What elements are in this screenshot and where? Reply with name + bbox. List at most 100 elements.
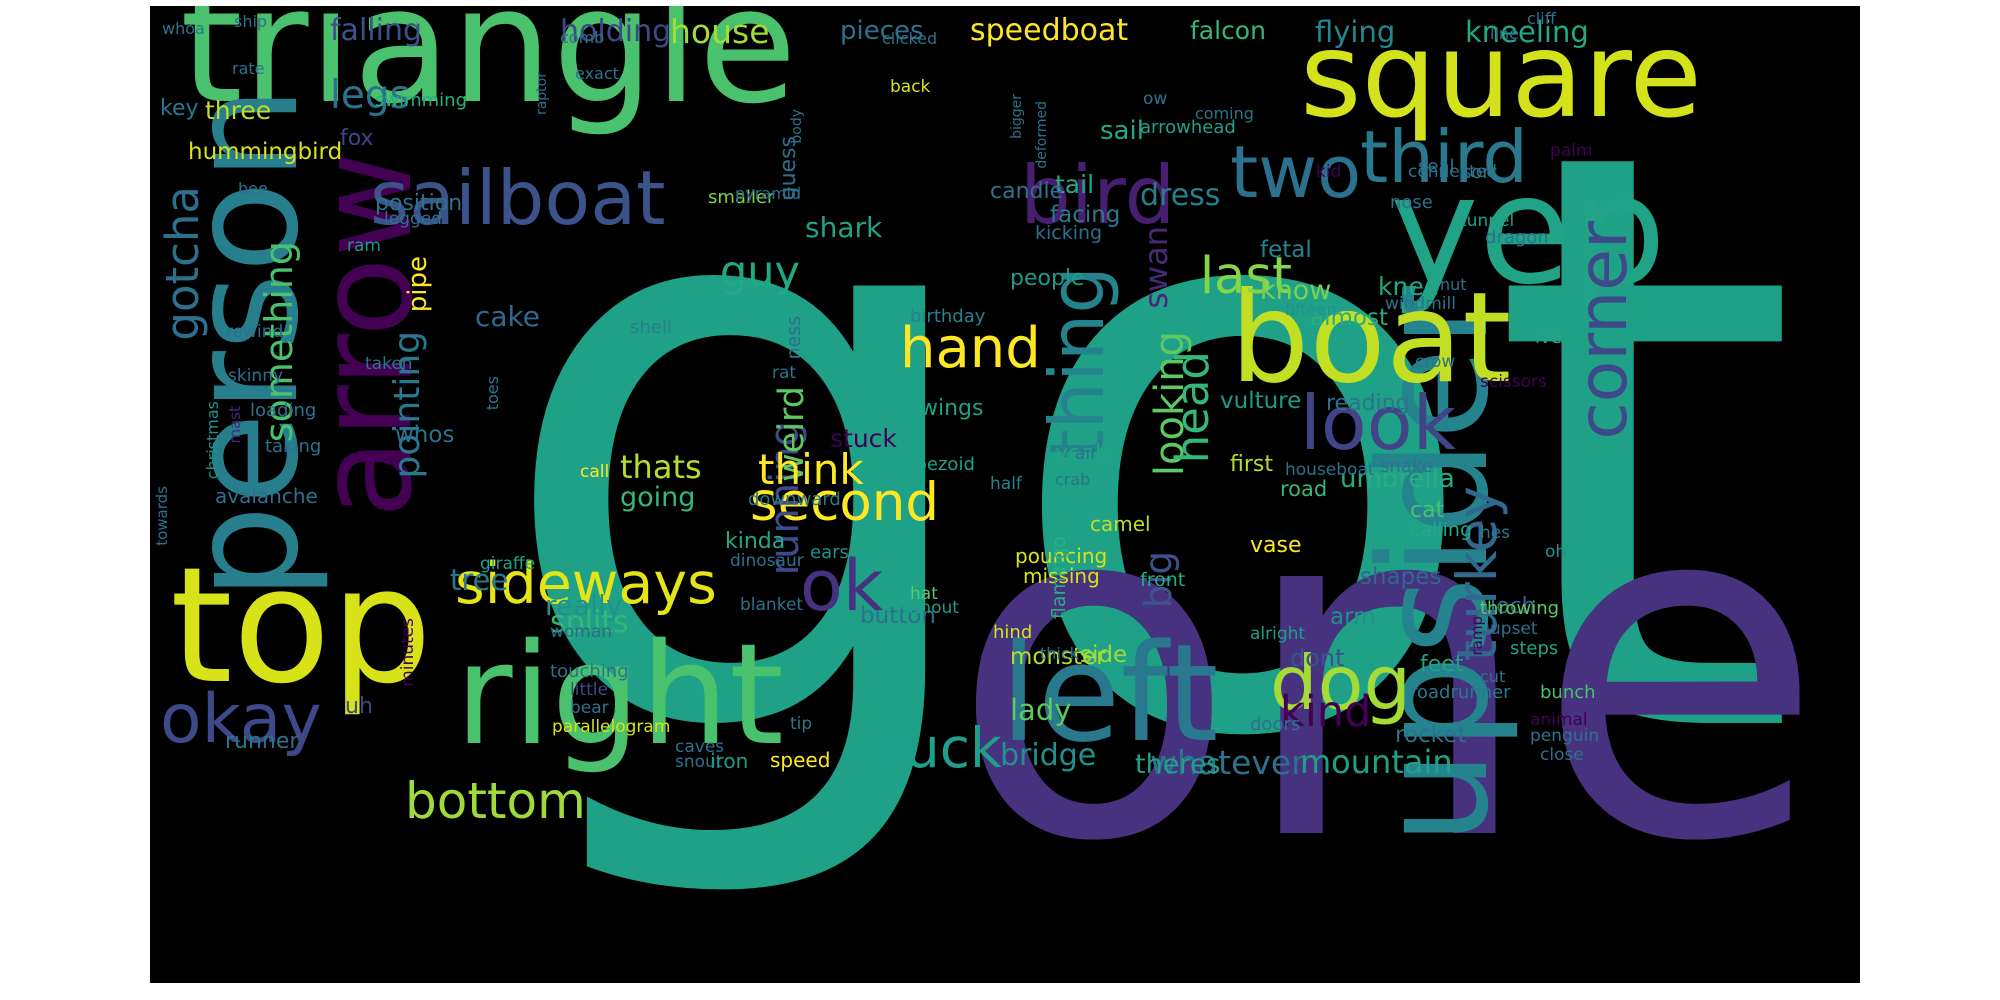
word-candle: candle [990, 179, 1064, 204]
word-okay: okay [160, 680, 322, 759]
word-guy: guy [720, 247, 800, 297]
word-really: really [545, 589, 623, 622]
word-monster: monster [1010, 644, 1106, 670]
word-taken: taken [365, 354, 413, 374]
word-caves: caves [675, 737, 725, 757]
word-seal: seal [1418, 156, 1455, 177]
word-avalanche: avalanche [215, 484, 318, 508]
word-kneeling: kneeling [1465, 15, 1589, 49]
word-throwing: throwing [1480, 598, 1560, 619]
word-dinosaur: dinosaur [730, 551, 804, 571]
word-minutes: minutes [398, 618, 418, 687]
word-without: without [895, 598, 959, 618]
word-front: front [1140, 569, 1186, 591]
word-flamingo: flamingo [1048, 536, 1070, 620]
word-penguin: penguin [1530, 726, 1600, 746]
word-whoa: whoa [162, 19, 205, 38]
word-three: three [205, 96, 272, 125]
word-third: third [1360, 115, 1528, 199]
word-road: road [1280, 477, 1328, 501]
word-coming: coming [1195, 104, 1254, 123]
word-line: line [1490, 24, 1519, 43]
word-ok: ok [800, 545, 884, 627]
word-square: square [1300, 6, 1702, 144]
word-trapezoid: trapezoid [890, 454, 975, 475]
word-hat: hat [910, 584, 938, 604]
word-pouncing: pouncing [1015, 544, 1108, 568]
word-arm: arm [1330, 604, 1376, 630]
word-holding: holding [560, 14, 672, 49]
word-doors: doors [1250, 714, 1301, 735]
word-shell: shell [630, 317, 672, 338]
word-raptor: raptor [534, 72, 550, 116]
word-cat: cat [1410, 498, 1445, 523]
word-loch: loch [1490, 594, 1536, 619]
word-knee: knee [1378, 272, 1440, 301]
word-gotcha: gotcha [156, 186, 209, 341]
word-speed: speed [770, 748, 831, 772]
word-side: side [1080, 642, 1128, 668]
word-kicking: kicking [1035, 222, 1103, 244]
word-head: head [1166, 351, 1219, 464]
word-birthday: birthday [910, 306, 986, 327]
word-got: got [490, 6, 1801, 912]
word-scissors: scissors [1480, 372, 1547, 392]
word-alright: alright [1250, 624, 1306, 644]
word-yeah: yeah [1055, 441, 1109, 466]
word-position: position [375, 191, 463, 216]
word-thing: thing [1033, 266, 1121, 459]
word-know: know [1260, 275, 1332, 306]
word-arrowhead: arrowhead [1140, 117, 1236, 138]
word-pyramid: pyramid [735, 184, 802, 203]
word-upset: upset [1490, 619, 1538, 639]
word-theres: theres [1135, 749, 1221, 780]
word-toes: toes [483, 376, 502, 411]
word-animal: animal [1530, 710, 1588, 730]
word-close: close [1540, 745, 1584, 765]
word-cliff: cliff [1527, 9, 1556, 28]
word-bird: bird [1020, 149, 1176, 242]
word-blanket: blanket [740, 595, 804, 615]
word-hind: hind [993, 622, 1033, 643]
word-snout: snout [675, 752, 723, 772]
word-sail: sail [1100, 116, 1144, 146]
word-whatever: whatever [1150, 743, 1305, 782]
word-cut: cut [1480, 667, 1506, 686]
word-dress: dress [1140, 178, 1221, 213]
word-bigger: bigger [1009, 94, 1025, 139]
word-comb: comb [560, 28, 605, 47]
word-falcon: falcon [1190, 16, 1266, 45]
word-corner: corner [1564, 221, 1643, 440]
word-fifteen: fifteen [1285, 300, 1337, 319]
word-snake: snake [1380, 456, 1433, 477]
word-ow: ow [1143, 89, 1168, 109]
word-dragon: dragon [1485, 227, 1549, 248]
word-rate: rate [232, 59, 265, 78]
word-camel: camel [1090, 512, 1151, 536]
word-giraffe: giraffe [480, 554, 536, 574]
word-woman: woman [550, 622, 613, 642]
word-rat: rat [772, 363, 797, 383]
word-bridge: bridge [1000, 738, 1097, 773]
word-crab: crab [1055, 470, 1091, 489]
word-calling: calling [1410, 519, 1473, 541]
word-towards: towards [153, 486, 171, 546]
word-loading: loading [250, 400, 317, 421]
word-stuck: stuck [830, 424, 897, 453]
word-crow: crow [1415, 352, 1456, 372]
word-runner: runner [225, 729, 299, 754]
word-hummingbird: hummingbird [188, 139, 343, 165]
word-ramp: ramp [1468, 616, 1486, 656]
word-palm: palm [1550, 141, 1593, 161]
word-nose: nose [1390, 192, 1433, 213]
word-reading: reading [1326, 391, 1410, 416]
word-uh: uh [345, 694, 373, 719]
word-smaller: smaller [708, 187, 775, 208]
word-downward: downward [748, 489, 841, 510]
word-ram: ram [347, 236, 381, 256]
word-key: key [160, 96, 199, 121]
word-mountain: mountain [1300, 743, 1453, 781]
word-falling: falling [330, 13, 423, 48]
word-ship: ship [234, 12, 268, 31]
word-little: little [570, 680, 608, 700]
